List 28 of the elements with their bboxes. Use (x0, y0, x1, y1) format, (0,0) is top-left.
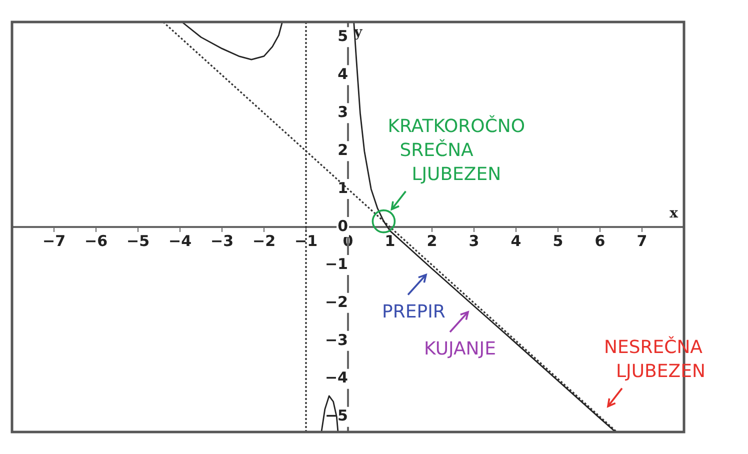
x-axis-title: x (670, 206, 679, 222)
x-tick-label: 7 (636, 232, 648, 250)
y-tick-label: 3 (338, 103, 348, 121)
x-tick-label: 4 (510, 232, 522, 250)
y-tick-label: 0 (338, 216, 348, 235)
x-tick-label: 5 (552, 232, 564, 250)
x-tick-label: 3 (468, 232, 480, 250)
x-tick-label: 1 (384, 232, 396, 250)
y-tick-label: 2 (338, 140, 348, 159)
y-tick-label: −2 (324, 292, 348, 311)
x-tick-label: −7 (42, 232, 66, 250)
y-tick-label: −3 (324, 330, 348, 349)
y-tick-label: 5 (338, 27, 348, 46)
y-tick-label: −1 (324, 254, 348, 273)
annotation: PREPIR (382, 301, 446, 322)
x-tick-label: −1 (294, 232, 318, 250)
annotation: KUJANJE (424, 338, 496, 360)
annotation: KRATKOROČNO SREČNA LJUBEZEN (388, 114, 526, 185)
x-tick-label: −3 (210, 232, 234, 250)
x-tick-label: 2 (426, 232, 438, 250)
x-tick-label: −6 (84, 232, 108, 250)
x-tick-label: −4 (168, 232, 192, 250)
x-tick-label: −5 (126, 232, 150, 250)
y-tick-label: −4 (324, 368, 348, 387)
y-tick-label: 1 (338, 178, 348, 197)
x-tick-label: −2 (252, 232, 276, 250)
x-tick-label: 6 (594, 232, 606, 250)
y-tick-label: 4 (338, 65, 348, 84)
